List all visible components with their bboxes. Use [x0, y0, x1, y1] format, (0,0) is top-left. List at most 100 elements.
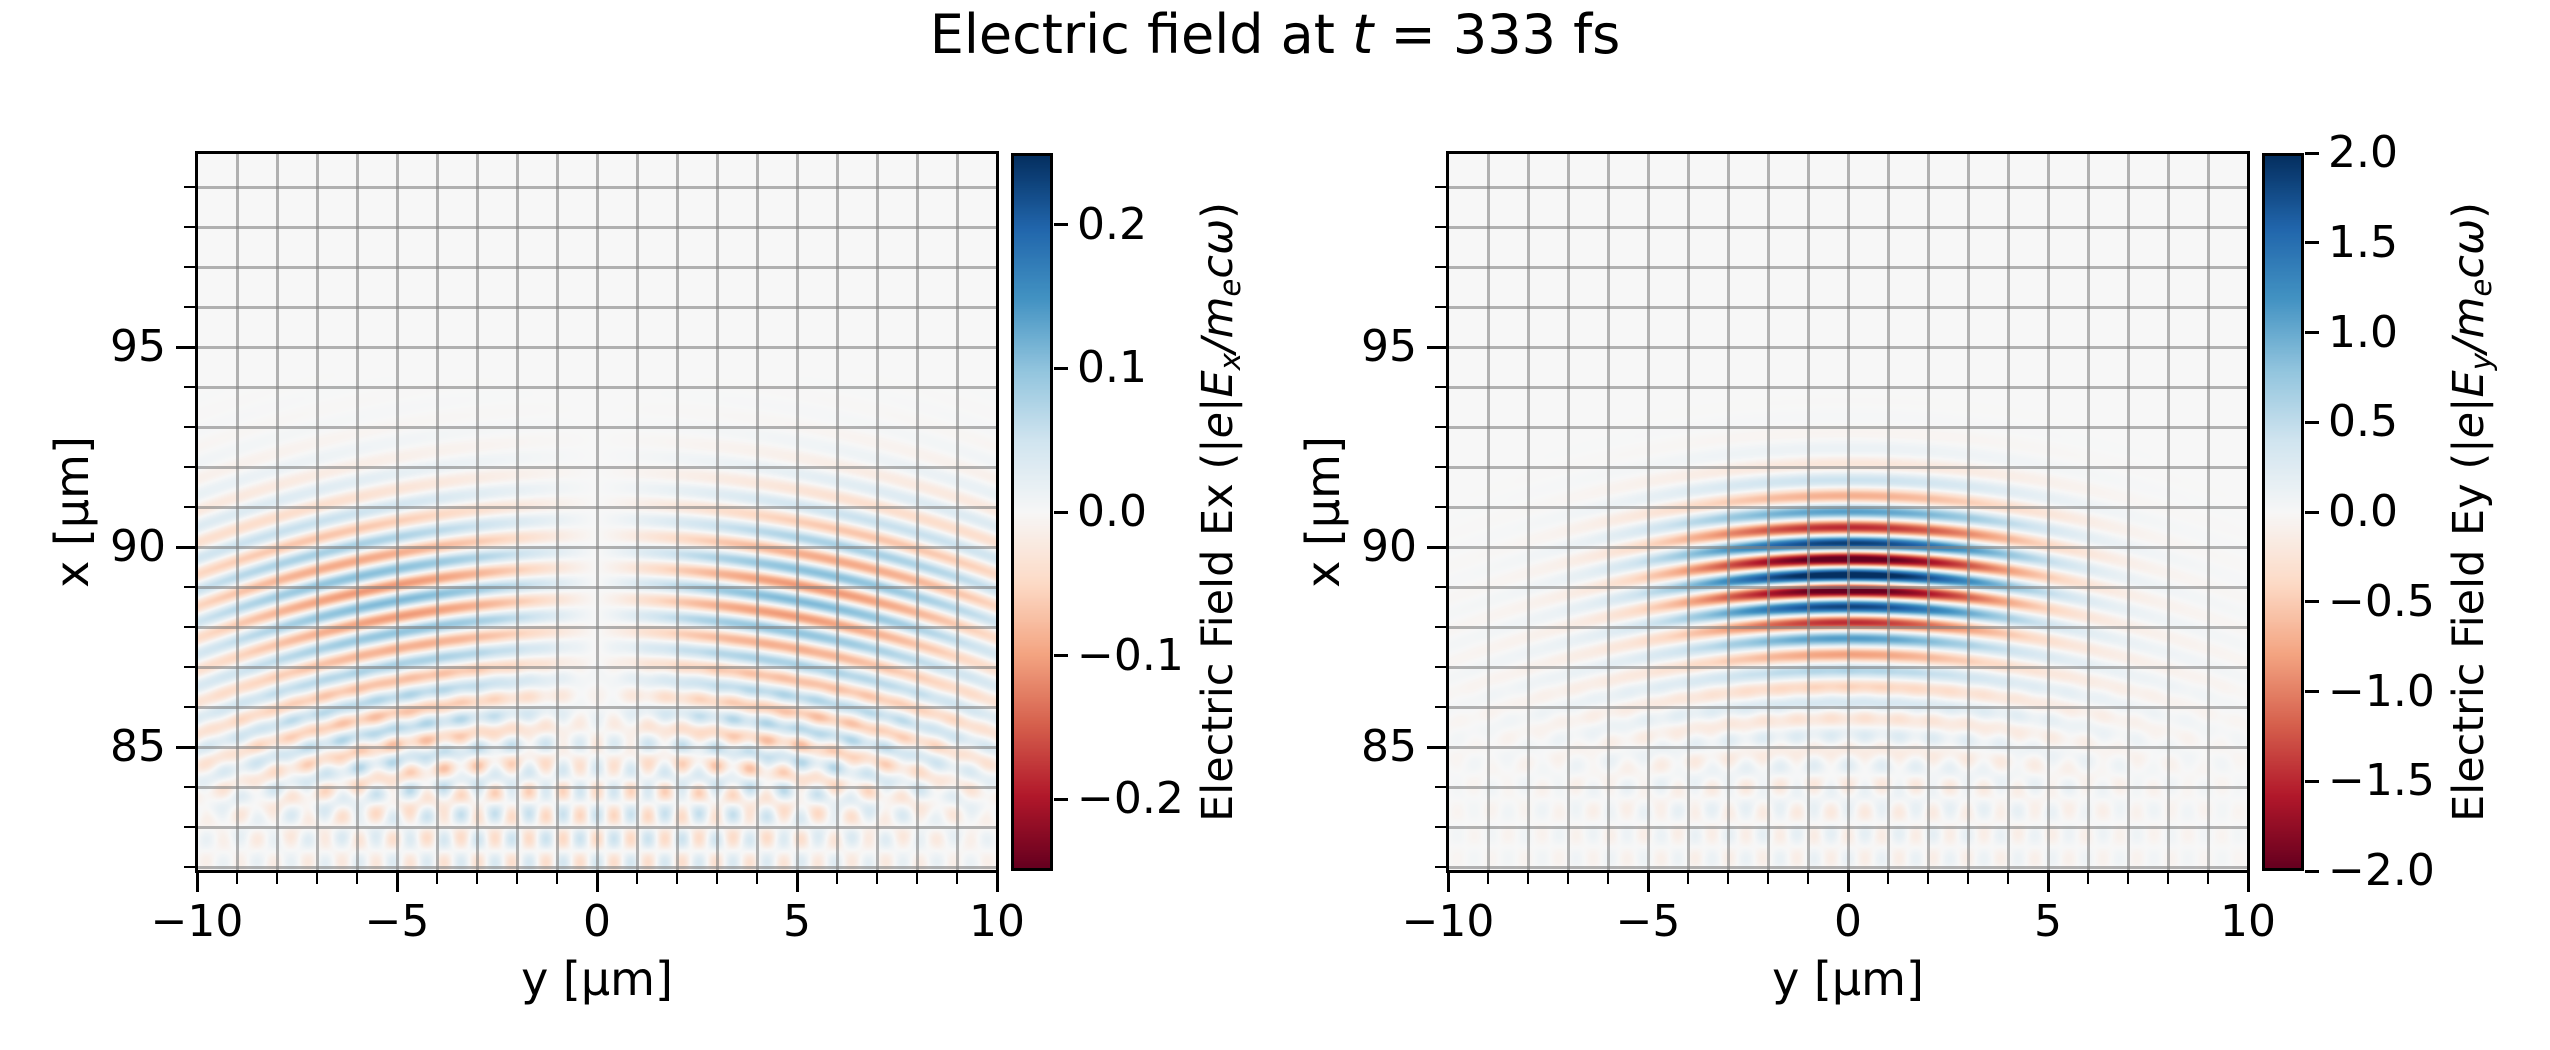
x-tick-label: 10 [2220, 896, 2276, 947]
label-fragment: y [2464, 352, 2499, 371]
x-minor-tick [436, 873, 438, 884]
gridline-horizontal [1448, 745, 2248, 749]
colorbar-tick-label: −0.1 [1077, 629, 1184, 681]
y-major-tick [1427, 545, 1446, 549]
x-minor-tick [476, 873, 478, 884]
y-tick-label: 90 [1361, 521, 1417, 572]
gridline-vertical [515, 153, 519, 871]
colorbar-tick-label: 2.0 [2328, 127, 2398, 178]
gridline-horizontal [1448, 705, 2248, 709]
colorbar-label-ey: Electric Field Ey (|e|Ey/mecω) [2443, 132, 2499, 892]
y-minor-tick [1435, 386, 1446, 388]
y-minor-tick [184, 306, 195, 308]
x-major-tick [1846, 873, 1850, 892]
colorbar-tick [2305, 420, 2319, 424]
label-fragment: Electric Field Ey ( [2444, 452, 2494, 822]
gridline-horizontal [1448, 865, 2248, 869]
gridline-vertical [2046, 153, 2050, 871]
gridline-horizontal [197, 585, 997, 589]
y-minor-tick [184, 266, 195, 268]
gridline-horizontal [197, 705, 997, 709]
x-major-tick [1446, 873, 1450, 892]
gridline-vertical [275, 153, 279, 871]
colorbar-label-ex: Electric Field Ex (|e|Ex/mecω) [1192, 132, 1247, 892]
gridline-vertical [475, 153, 479, 871]
gridline-horizontal [197, 625, 997, 629]
x-tick-label: 10 [969, 896, 1025, 947]
gridline-horizontal [197, 865, 997, 869]
y-minor-tick [1435, 586, 1446, 588]
label-fragment: Electric field at [929, 3, 1353, 66]
x-minor-tick [556, 873, 558, 884]
label-fragment: = 333 fs [1373, 3, 1621, 66]
x-minor-tick [1727, 873, 1729, 884]
gridline-vertical [1766, 153, 1770, 871]
label-fragment: e [2464, 278, 2499, 297]
x-major-tick [195, 873, 199, 892]
x-minor-tick [1567, 873, 1569, 884]
y-minor-tick [184, 586, 195, 588]
label-fragment: ω [2444, 218, 2494, 255]
x-major-tick [1646, 873, 1650, 892]
y-minor-tick [1435, 426, 1446, 428]
y-minor-tick [184, 666, 195, 668]
colorbar-ey [2262, 153, 2304, 871]
gridline-vertical [1806, 153, 1810, 871]
gridline-vertical [1526, 153, 1530, 871]
label-fragment: c [2444, 254, 2494, 279]
y-minor-tick [1435, 306, 1446, 308]
x-minor-tick [2207, 873, 2209, 884]
gridline-vertical [2086, 153, 2090, 871]
gridline-vertical [555, 153, 559, 871]
colorbar-tick [2305, 151, 2319, 155]
x-major-tick [795, 873, 799, 892]
gridline-horizontal [197, 465, 997, 469]
y-minor-tick [1435, 186, 1446, 188]
label-fragment: ω [1193, 218, 1243, 255]
gridline-horizontal [197, 305, 997, 309]
x-minor-tick [716, 873, 718, 884]
gridline-vertical [1926, 153, 1930, 871]
y-minor-tick [1435, 226, 1446, 228]
gridline-horizontal [197, 385, 997, 389]
gridline-vertical [715, 153, 719, 871]
gridline-vertical [795, 153, 799, 871]
y-minor-tick [1435, 266, 1446, 268]
y-minor-tick [1435, 826, 1446, 828]
x-minor-tick [756, 873, 758, 884]
gridline-vertical [315, 153, 319, 871]
gridline-vertical [395, 153, 399, 871]
colorbar-tick-label: 0.0 [1077, 486, 1147, 537]
colorbar-tick [1054, 366, 1068, 370]
x-minor-tick [356, 873, 358, 884]
label-fragment: / [2444, 338, 2494, 353]
y-major-tick [176, 745, 195, 749]
gridline-vertical [2206, 153, 2210, 871]
x-minor-tick [316, 873, 318, 884]
x-tick-label: 0 [1834, 896, 1862, 947]
colorbar-tick-label: 0.1 [1077, 342, 1147, 394]
y-minor-tick [184, 386, 195, 388]
x-major-tick [995, 873, 999, 892]
colorbar-tick-label: −1.5 [2328, 755, 2435, 807]
x-minor-tick [916, 873, 918, 884]
x-tick-label: 5 [2034, 896, 2062, 947]
colorbar-tick [2305, 690, 2319, 693]
y-minor-tick [184, 466, 195, 468]
x-tick-label: −5 [364, 896, 430, 947]
y-tick-label: 85 [1361, 721, 1417, 772]
colorbar-tick-label: −0.2 [1077, 773, 1184, 825]
x-minor-tick [1607, 873, 1609, 884]
label-fragment: |e| [1193, 397, 1243, 453]
gridline-horizontal [1448, 185, 2248, 189]
label-fragment: m [1193, 296, 1243, 339]
gridline-horizontal [1448, 425, 2248, 429]
colorbar-tick-label: 0.0 [2328, 486, 2398, 537]
gridline-vertical [355, 153, 359, 871]
x-minor-tick [2127, 873, 2129, 884]
gridline-vertical [235, 153, 239, 871]
gridline-horizontal [1448, 505, 2248, 509]
gridline-horizontal [1448, 665, 2248, 669]
y-major-tick [1427, 745, 1446, 749]
